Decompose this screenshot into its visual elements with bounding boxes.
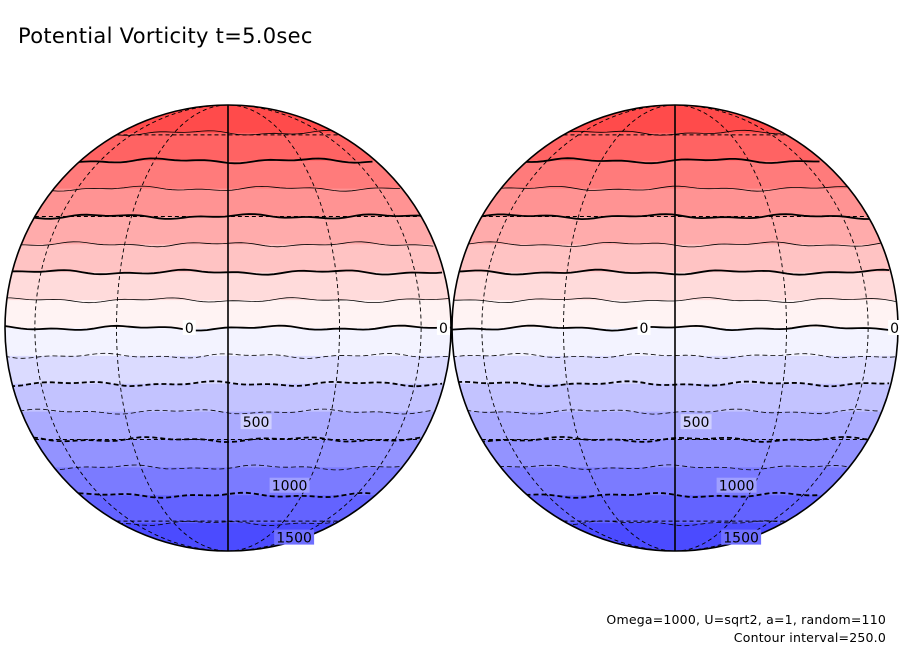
contour-label-bg (888, 320, 902, 335)
right-globe: 0 0 500 1000 1500 (451, 104, 902, 552)
contour-label: 0 (640, 321, 649, 337)
contour-line (5, 352, 449, 359)
contour-label: 1500 (276, 531, 312, 547)
contour-line (117, 129, 335, 136)
contour-label-bg (436, 320, 450, 335)
contour-line (10, 380, 443, 388)
contour-line (466, 408, 881, 415)
contour-label: 1500 (723, 531, 759, 547)
contour-line (51, 464, 400, 471)
contour-label: 500 (683, 415, 710, 431)
contour-line (525, 157, 820, 165)
contour-line (19, 241, 434, 248)
contour-line (525, 491, 820, 499)
contour-line (19, 408, 434, 415)
contour-line (452, 352, 896, 359)
contour-label-bg (716, 477, 757, 493)
contour-line (10, 268, 443, 276)
contour-label-bg (269, 477, 310, 493)
contour-label: 0 (439, 321, 448, 337)
contour-label: 1000 (719, 479, 755, 495)
contour-line (78, 491, 373, 499)
contour-label-bg (680, 414, 712, 430)
contour-label-bg (721, 529, 762, 545)
contour-line (457, 268, 890, 276)
contour-interval-footnote: Contour interval=250.0 (733, 630, 886, 645)
globe-body (5, 105, 451, 551)
contour-line (5, 297, 449, 304)
left-globe: 0 0 500 1000 1500 (4, 104, 452, 552)
contour-label: 500 (243, 415, 270, 431)
contour-line (466, 241, 881, 248)
parameters-footnote: Omega=1000, U=sqrt2, a=1, random=110 (606, 612, 886, 627)
contour-label-bg (182, 320, 196, 335)
contour-line (452, 297, 896, 304)
contour-line (118, 521, 335, 527)
contour-line (51, 185, 400, 192)
contour-line (498, 464, 847, 471)
contour-line (78, 157, 373, 165)
contour-label-bg (637, 320, 651, 335)
contour-label: 0 (185, 321, 194, 337)
globe-outline (4, 104, 452, 552)
contour-label: 1000 (272, 479, 308, 495)
contour-label: 0 (890, 321, 899, 337)
contour-line (564, 520, 782, 527)
contour-line (457, 380, 890, 388)
contour-line (498, 185, 847, 192)
contour-label-bg (240, 414, 272, 430)
contour-label-bg (274, 529, 315, 545)
chart-title: Potential Vorticity t=5.0sec (18, 24, 313, 48)
contour-line (564, 129, 782, 136)
globe-body (452, 105, 898, 551)
